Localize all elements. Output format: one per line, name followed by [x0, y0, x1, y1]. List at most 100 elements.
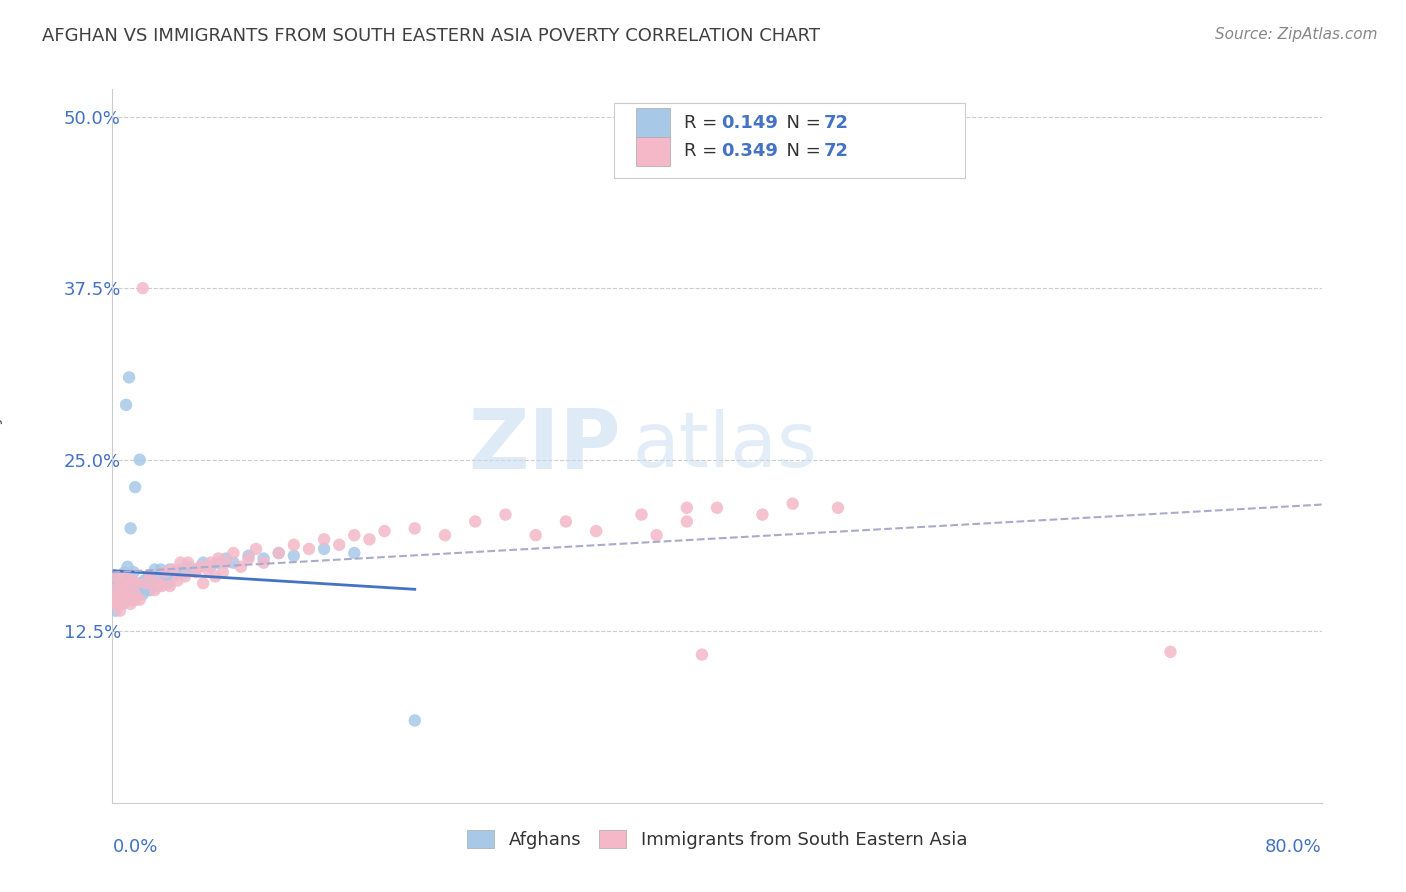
Point [143, 583, 166, 598]
Point [104, 576, 127, 591]
Point [675, 500, 697, 515]
Point [135, 579, 157, 593]
Point [174, 566, 197, 580]
Text: N =: N = [775, 114, 827, 132]
FancyBboxPatch shape [636, 137, 669, 166]
Point [253, 556, 276, 570]
Point [675, 515, 697, 529]
Text: atlas: atlas [633, 409, 817, 483]
Point [159, 562, 181, 576]
Point [238, 551, 260, 566]
Point [120, 597, 142, 611]
Point [229, 559, 252, 574]
Point [374, 524, 396, 538]
Point [104, 597, 127, 611]
Point [554, 515, 576, 529]
Point [283, 549, 305, 563]
Point [117, 574, 139, 588]
Point [433, 528, 456, 542]
Point [343, 528, 366, 542]
Point [782, 497, 804, 511]
Point [104, 569, 127, 583]
Point [197, 562, 219, 576]
Point [105, 583, 128, 598]
Point [630, 508, 652, 522]
Point [127, 583, 149, 598]
Point [117, 592, 139, 607]
Point [162, 562, 184, 576]
Point [110, 576, 132, 591]
Text: 72: 72 [824, 143, 848, 161]
Point [112, 583, 135, 598]
Point [174, 569, 197, 583]
Point [166, 574, 188, 588]
Point [114, 569, 136, 583]
Point [115, 398, 138, 412]
Point [169, 562, 191, 576]
Point [108, 576, 131, 591]
Point [114, 579, 136, 593]
Point [191, 576, 214, 591]
Point [690, 648, 713, 662]
Text: R =: R = [685, 143, 724, 161]
Point [146, 576, 169, 591]
Point [107, 590, 129, 604]
Point [204, 569, 226, 583]
Point [207, 556, 229, 570]
Point [118, 579, 141, 593]
Point [121, 574, 143, 588]
Point [124, 480, 146, 494]
Point [169, 556, 191, 570]
Point [200, 556, 222, 570]
Point [706, 500, 728, 515]
Point [177, 556, 200, 570]
Point [112, 569, 135, 583]
Point [118, 583, 141, 598]
Text: Source: ZipAtlas.com: Source: ZipAtlas.com [1215, 27, 1378, 42]
Point [191, 556, 214, 570]
Point [159, 579, 181, 593]
Point [141, 574, 163, 588]
Point [283, 538, 305, 552]
Point [125, 587, 148, 601]
Point [125, 576, 148, 591]
Text: 0.349: 0.349 [721, 143, 778, 161]
Point [188, 559, 211, 574]
Point [103, 590, 125, 604]
Point [108, 583, 131, 598]
Point [112, 597, 135, 611]
Point [124, 587, 146, 601]
Point [128, 452, 150, 467]
Point [751, 508, 773, 522]
Point [1159, 645, 1181, 659]
Point [134, 574, 156, 588]
Point [121, 579, 143, 593]
Point [253, 551, 276, 566]
Text: ZIP: ZIP [468, 406, 620, 486]
Point [155, 566, 177, 580]
Point [184, 566, 207, 580]
Legend: Afghans, Immigrants from South Eastern Asia: Afghans, Immigrants from South Eastern A… [458, 821, 976, 858]
Point [103, 583, 125, 598]
Text: N =: N = [775, 143, 827, 161]
Text: AFGHAN VS IMMIGRANTS FROM SOUTH EASTERN ASIA POVERTY CORRELATION CHART: AFGHAN VS IMMIGRANTS FROM SOUTH EASTERN … [42, 27, 820, 45]
Point [267, 546, 290, 560]
FancyBboxPatch shape [614, 103, 965, 178]
Point [139, 569, 162, 583]
Text: 72: 72 [824, 114, 848, 132]
Point [132, 281, 155, 295]
Point [267, 546, 290, 560]
Point [645, 528, 668, 542]
Point [585, 524, 607, 538]
Point [115, 590, 138, 604]
Point [105, 569, 128, 583]
Point [105, 597, 128, 611]
Point [139, 583, 162, 598]
Point [464, 515, 486, 529]
Point [524, 528, 547, 542]
Text: 0.149: 0.149 [721, 114, 778, 132]
Point [298, 541, 321, 556]
Point [128, 592, 150, 607]
Point [150, 576, 173, 591]
FancyBboxPatch shape [636, 109, 669, 137]
